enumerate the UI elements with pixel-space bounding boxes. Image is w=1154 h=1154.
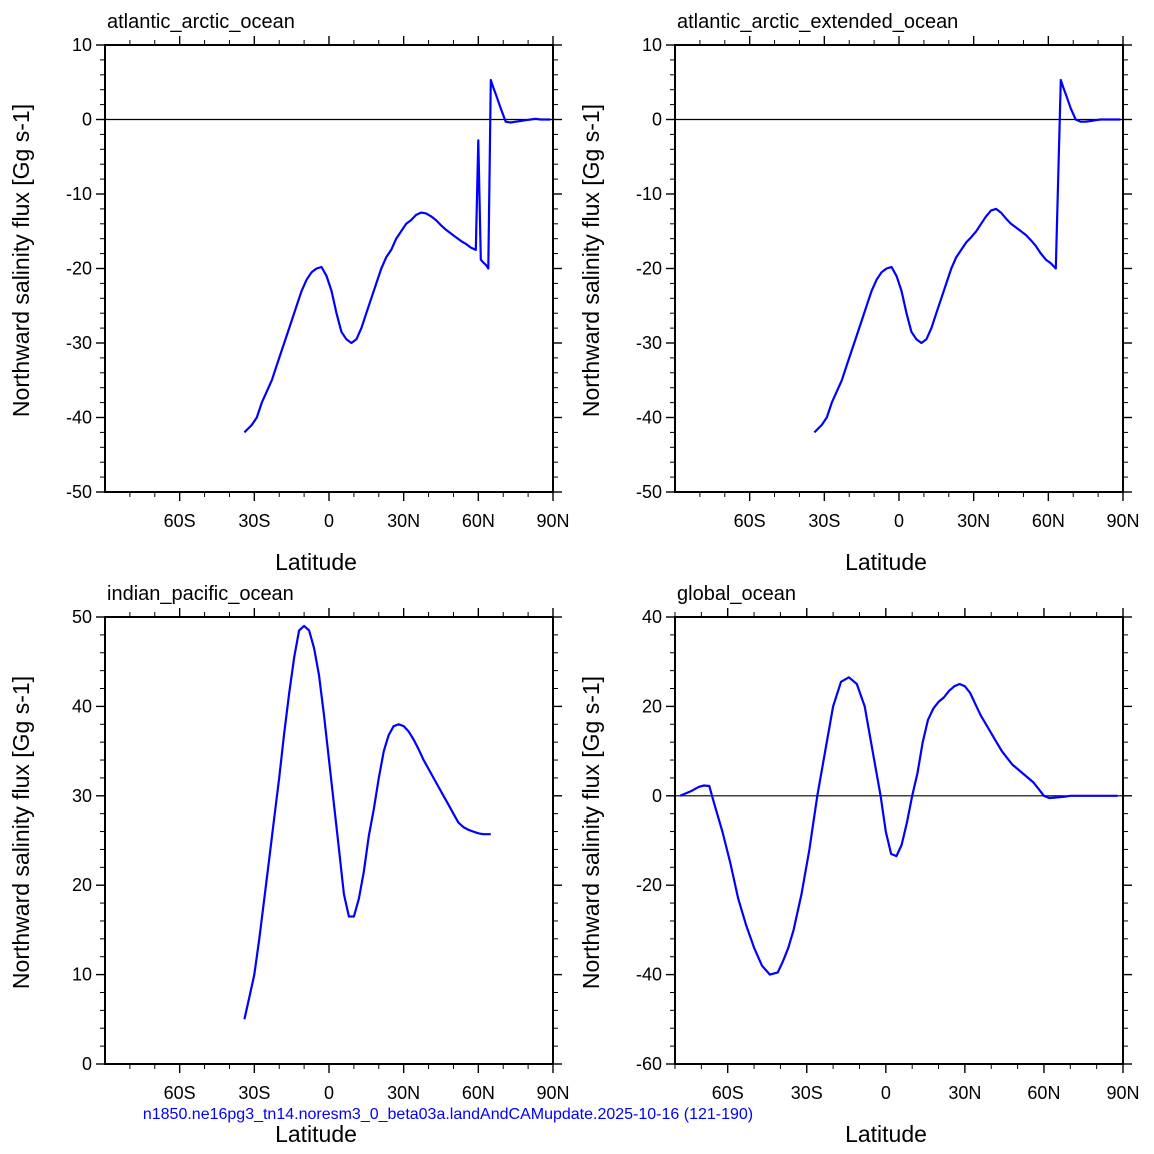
x-tick-label: 30N [957, 511, 990, 531]
x-tick-label: 30N [387, 511, 420, 531]
y-tick-label: 0 [82, 1054, 92, 1074]
x-tick-label: 60N [462, 511, 495, 531]
plot-frame [104, 616, 554, 1065]
y-tick-label: 20 [642, 696, 662, 716]
run-identifier-footer: n1850.ne16pg3_tn14.noresm3_0_beta03a.lan… [143, 1106, 753, 1123]
panel-title: global_ocean [677, 583, 796, 605]
chart-panel-2: -50 -40 -30 -20 -10 0 10 60S 30S 0 30N 60N 90N atlant… [578, 11, 1140, 575]
x-axis-label: Latitude [275, 549, 357, 575]
x-axis-label: Latitude [845, 1121, 927, 1147]
y-tick-label: 10 [72, 35, 92, 55]
y-tick-label: 0 [82, 110, 92, 130]
y-tick-label: 0 [652, 110, 662, 130]
y-axis-label: Northward salinity flux [Gg s-1] [8, 676, 34, 989]
x-tick-label: 0 [324, 1083, 334, 1103]
y-tick-label: -20 [636, 875, 662, 895]
y-tick-label: 10 [642, 35, 662, 55]
y-tick-label: -40 [636, 965, 662, 985]
x-tick-label: 60S [164, 1083, 196, 1103]
y-tick-label: -50 [66, 482, 92, 502]
plot-frame [104, 44, 554, 493]
y-tick-label: -10 [66, 184, 92, 204]
x-tick-label: 30S [238, 1083, 270, 1103]
x-axis-label: Latitude [845, 549, 927, 575]
y-axis-label: Northward salinity flux [Gg s-1] [578, 676, 604, 989]
x-tick-label: 90N [1106, 1083, 1139, 1103]
y-tick-label: -20 [636, 259, 662, 279]
series-line-1 [679, 676, 1118, 976]
panel-title: indian_pacific_ocean [107, 583, 294, 605]
series-line-1 [243, 624, 491, 1020]
y-axis-label: Northward salinity flux [Gg s-1] [578, 104, 604, 417]
y-tick-label: 30 [72, 786, 92, 806]
y-tick-label: 0 [652, 786, 662, 806]
x-axis-label: Latitude [275, 1121, 357, 1147]
y-tick-label: -50 [636, 482, 662, 502]
y-tick-label: -30 [636, 333, 662, 353]
x-tick-label: 0 [894, 511, 904, 531]
y-tick-label: -30 [66, 333, 92, 353]
x-tick-label: 60N [1027, 1083, 1060, 1103]
y-tick-label: 40 [642, 607, 662, 627]
y-tick-label: 20 [72, 875, 92, 895]
x-tick-label: 60N [1032, 511, 1065, 531]
y-tick-label: 40 [72, 696, 92, 716]
series-line-1 [243, 78, 551, 434]
plot-frame [674, 616, 1124, 1065]
x-tick-label: 30N [387, 1083, 420, 1103]
y-tick-label: -20 [66, 259, 92, 279]
x-tick-label: 0 [324, 511, 334, 531]
x-tick-label: 0 [881, 1083, 891, 1103]
x-tick-label: 90N [536, 1083, 569, 1103]
x-tick-label: 30S [238, 511, 270, 531]
y-tick-label: -40 [66, 408, 92, 428]
x-tick-label: 30S [808, 511, 840, 531]
x-tick-label: 90N [536, 511, 569, 531]
y-tick-label: 50 [72, 607, 92, 627]
x-tick-label: 60N [462, 1083, 495, 1103]
y-tick-label: -40 [636, 408, 662, 428]
series-line-1 [813, 78, 1121, 434]
panel-title: atlantic_arctic_ocean [107, 11, 295, 33]
y-tick-label: -60 [636, 1054, 662, 1074]
chart-panel-4: -60 -40 -20 0 20 40 60S 30S 0 30N 60N 90N global_oce… [578, 583, 1140, 1147]
x-tick-label: 60S [712, 1083, 744, 1103]
chart-panel-3: 0 10 20 30 40 50 60S 30S 0 30N 60N 90N indian_pacifi… [8, 583, 570, 1147]
y-axis-label: Northward salinity flux [Gg s-1] [8, 104, 34, 417]
chart-panel-1: -50 -40 -30 -20 -10 0 10 60S 30S 0 30N 60N 90N atlant… [8, 11, 570, 575]
x-tick-label: 30S [791, 1083, 823, 1103]
panel-title: atlantic_arctic_extended_ocean [677, 11, 958, 33]
x-tick-label: 60S [164, 511, 196, 531]
x-tick-label: 90N [1106, 511, 1139, 531]
x-tick-label: 30N [948, 1083, 981, 1103]
y-tick-label: 10 [72, 965, 92, 985]
x-tick-label: 60S [734, 511, 766, 531]
y-tick-label: -10 [636, 184, 662, 204]
